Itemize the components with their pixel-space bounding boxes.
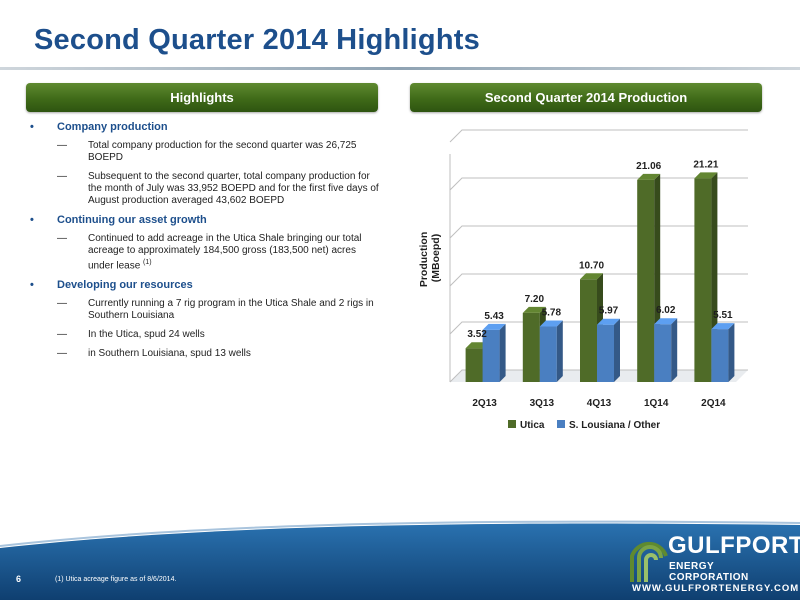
highlights-list: • Company production — Total company pro…: [30, 121, 380, 367]
bullet-label: Continuing our asset growth: [57, 214, 207, 226]
bar-s-lousiana-other-2q13: [482, 329, 500, 382]
sub-text: Continued to add acreage in the Utica Sh…: [88, 233, 362, 272]
production-header: Second Quarter 2014 Production: [410, 83, 762, 112]
sub-item: — In the Utica, spud 24 wells: [30, 329, 380, 341]
legend-swatch-utica: [508, 420, 516, 428]
sub-text: Subsequent to the second quarter, total …: [88, 171, 379, 206]
logo-url: WWW.GULFPORTENERGY.COM: [632, 583, 800, 594]
data-label: 10.70: [579, 260, 604, 271]
bar-s-lousiana-other-1q14: [654, 324, 672, 382]
sub-text: In the Utica, spud 24 wells: [88, 329, 205, 341]
bar-top: [637, 173, 661, 180]
sub-item: — Subsequent to the second quarter, tota…: [30, 171, 380, 207]
bullet-dot: •: [30, 279, 34, 292]
bar-side: [671, 318, 678, 382]
bullet-asset-growth: • Continuing our asset growth: [30, 214, 380, 226]
page-number: 6: [16, 574, 22, 584]
dash-marker: —: [57, 348, 67, 360]
legend: Utica S. Lousiana / Other: [508, 420, 660, 431]
slide-title: Second Quarter 2014 Highlights: [34, 24, 480, 56]
sub-item: — Total company production for the secon…: [30, 140, 380, 164]
bar-top: [711, 323, 735, 330]
bar-utica-2q14: [694, 178, 712, 382]
bar-top: [580, 273, 603, 280]
sub-item: — in Southern Louisiana, spud 13 wells: [30, 348, 380, 360]
data-label: 5.43: [484, 311, 504, 322]
bar-utica-3q13: [522, 312, 540, 382]
highlights-header: Highlights: [26, 83, 378, 112]
bar-side: [728, 323, 735, 382]
bar-side: [614, 318, 620, 382]
bullet-company-production: • Company production: [30, 121, 380, 133]
footnote-mark: (1): [143, 259, 152, 266]
sub-item: — Continued to add acreage in the Utica …: [30, 233, 380, 272]
sub-item: — Currently running a 7 rig program in t…: [30, 298, 380, 322]
dash-marker: —: [57, 298, 67, 310]
bullet-label: Company production: [57, 121, 168, 133]
production-chart: 3.52 5.43 2Q13 7.20 5.78 3Q13 10.70 5.97 4Q13 21.…: [418, 129, 748, 431]
title-divider: [0, 67, 800, 70]
bar-utica-1q14: [637, 179, 655, 382]
y-axis-title-line1: Production: [418, 232, 430, 287]
data-label: 5.97: [599, 306, 619, 317]
bullet-dot: •: [30, 121, 34, 133]
bar-top: [654, 318, 678, 325]
y-axis-title: Production (MBoepd): [418, 229, 442, 287]
sub-text: in Southern Louisiana, spud 13 wells: [88, 348, 251, 360]
bullet-developing-resources: • Developing our resources: [30, 279, 380, 291]
legend-label-other: S. Lousiana / Other: [569, 420, 660, 431]
sub-text: Currently running a 7 rig program in the…: [88, 298, 374, 322]
bullet-label: Developing our resources: [57, 279, 193, 292]
logo-subtitle: ENERGY CORPORATION: [669, 561, 749, 583]
x-tick-label: 3Q13: [530, 398, 555, 409]
bars-layer: [465, 172, 735, 382]
logo-name: GULFPORT: [668, 532, 800, 559]
dash-marker: —: [57, 171, 67, 182]
bar-top: [482, 323, 506, 330]
bar-s-lousiana-other-4q13: [597, 324, 614, 382]
dash-marker: —: [57, 233, 67, 244]
gridline: [449, 129, 748, 143]
legend-swatch-other: [557, 420, 565, 428]
footnote: (1) Utica acreage figure as of 8/6/2014.: [55, 576, 177, 583]
data-label: 21.06: [636, 161, 661, 172]
x-tick-label: 1Q14: [644, 398, 669, 409]
logo-arcs-icon: [630, 541, 668, 582]
data-label: 6.02: [656, 305, 676, 316]
data-label: 7.20: [525, 294, 545, 305]
data-label: 5.51: [713, 310, 733, 321]
labels-layer: 3.52 5.43 2Q13 7.20 5.78 3Q13 10.70 5.97 4Q13 21.…: [467, 159, 733, 409]
data-label: 3.52: [467, 329, 487, 340]
bar-utica-4q13: [580, 279, 597, 382]
bar-top: [694, 172, 718, 179]
legend-label-utica: Utica: [520, 420, 545, 431]
bar-s-lousiana-other-3q13: [539, 326, 557, 382]
bullet-dot: •: [30, 214, 34, 226]
dash-marker: —: [57, 140, 67, 151]
bar-top: [597, 318, 620, 325]
y-axis-title-line2: (MBoepd): [430, 234, 442, 282]
bar-utica-2q13: [465, 348, 483, 382]
bar-side: [556, 320, 563, 382]
bar-top: [539, 320, 563, 327]
dash-marker: —: [57, 329, 67, 341]
x-tick-label: 2Q13: [472, 398, 497, 409]
x-tick-label: 4Q13: [587, 398, 612, 409]
data-label: 21.21: [693, 159, 718, 170]
sub-text: Total company production for the second …: [88, 140, 357, 163]
company-logo: GULFPORT ENERGY CORPORATION WWW.GULFPORT…: [628, 530, 800, 598]
bar-side: [499, 323, 506, 382]
bar-s-lousiana-other-2q14: [711, 329, 729, 382]
bar-top: [522, 306, 546, 313]
x-tick-label: 2Q14: [701, 398, 726, 409]
data-label: 5.78: [542, 308, 562, 319]
